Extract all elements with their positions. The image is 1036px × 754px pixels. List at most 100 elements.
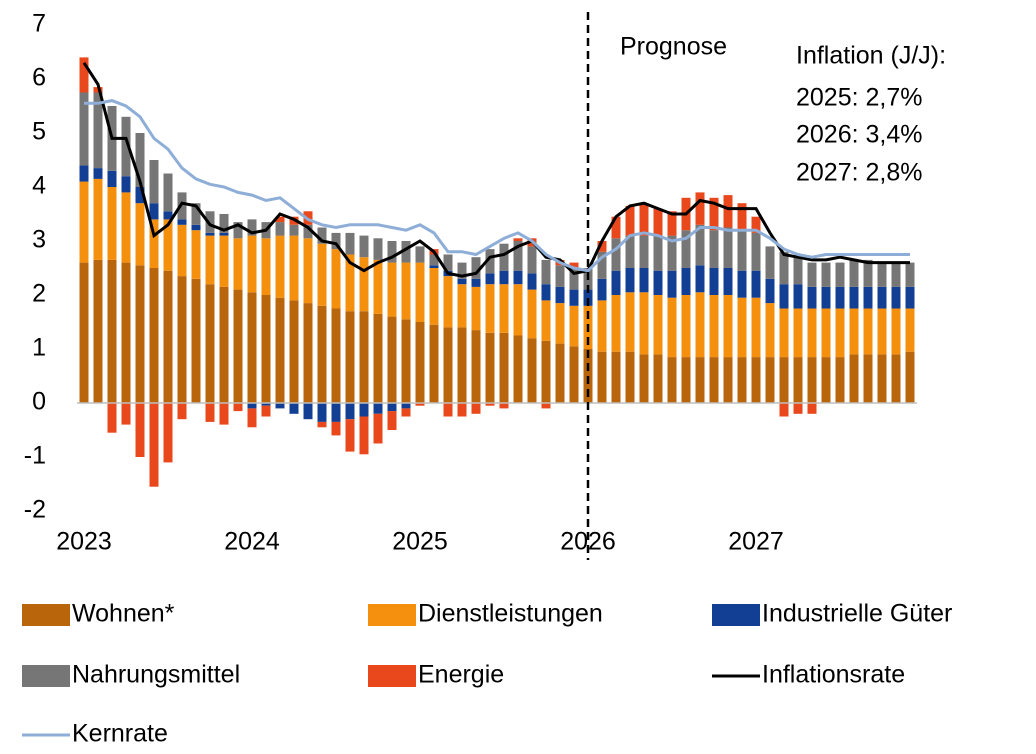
y-tick-label: -1 [24, 442, 46, 470]
x-tick-label: 2023 [56, 528, 112, 556]
bar-segment [443, 254, 453, 271]
bar-segment [625, 292, 635, 352]
bar-segment [555, 286, 565, 304]
bar-segment [793, 308, 803, 358]
bar-segment [303, 403, 313, 420]
bar-segment [821, 357, 831, 403]
bar-segment [877, 286, 887, 309]
y-tick-label: 3 [32, 226, 46, 254]
bar-segment [275, 222, 285, 236]
bar-segment [387, 241, 397, 263]
bar-segment [737, 203, 747, 231]
bar-segment [275, 235, 285, 298]
bar-segment [457, 284, 467, 328]
bar-segment [499, 332, 509, 403]
bar-segment [597, 278, 607, 301]
bar-segment [303, 224, 313, 239]
bar-segment [793, 403, 803, 414]
bar-segment [513, 335, 523, 403]
legend-swatch [712, 604, 760, 626]
bar-segment [387, 262, 397, 317]
annotation: 2025: 2,7% [796, 84, 923, 112]
bar-segment [471, 330, 481, 403]
bar-segment [793, 357, 803, 403]
bar-segment [653, 235, 663, 271]
bar-segment [569, 262, 579, 268]
bar-segment [457, 278, 467, 285]
bar-segment [905, 351, 915, 403]
bar-segment [737, 230, 747, 271]
y-tick-label: 5 [32, 118, 46, 146]
bar-segment [639, 292, 649, 355]
bar-segment [121, 262, 131, 403]
bar-segment [401, 403, 411, 409]
bar-segment [387, 403, 397, 412]
bar-segment [779, 284, 789, 309]
bar-segment [499, 403, 509, 409]
bar-segment [737, 357, 747, 403]
bar-segment [471, 278, 481, 287]
bar-segment [289, 403, 299, 414]
bar-segment [639, 235, 649, 268]
bar-segment [891, 262, 901, 287]
bar-segment [205, 403, 215, 422]
bar-segment [737, 297, 747, 358]
bar-segment [681, 230, 691, 268]
x-tick-label: 2025 [392, 528, 448, 556]
bar-segment [667, 270, 677, 298]
bar-segment [471, 257, 481, 279]
bar-segment [457, 403, 467, 417]
legend-label: Dienstleistungen [418, 600, 603, 628]
bar-segment [317, 403, 327, 422]
legend-swatch [22, 604, 70, 626]
bar-segment [429, 268, 439, 325]
bar-segment [163, 219, 173, 271]
bar-segment [107, 259, 117, 403]
bar-segment [163, 211, 173, 220]
bar-segment [737, 270, 747, 298]
bar-segment [667, 297, 677, 358]
bar-segment [177, 219, 187, 225]
bar-segment [541, 340, 551, 403]
bar-segment [443, 276, 453, 328]
bar-segment [429, 265, 439, 268]
bar-segment [541, 300, 551, 341]
y-tick-label: 1 [32, 334, 46, 362]
bar-segment [807, 308, 817, 358]
bar-segment [877, 354, 887, 403]
y-tick-label: 7 [32, 10, 46, 38]
bar-segment [555, 343, 565, 403]
bar-segment [695, 192, 705, 225]
bar-segment [681, 295, 691, 358]
bar-segment [779, 357, 789, 403]
bar-segment [793, 257, 803, 285]
bar-segment [219, 235, 229, 287]
bar-segment [121, 116, 131, 177]
bar-segment [261, 405, 271, 417]
bar-segment [93, 92, 103, 169]
bar-segment [639, 203, 649, 236]
bar-segment [191, 278, 201, 403]
bar-segment [359, 416, 369, 455]
legend-label: Energie [418, 661, 504, 689]
bar-segment [191, 230, 201, 279]
bar-segment [331, 308, 341, 403]
bar-segment [485, 273, 495, 285]
bar-segment [345, 232, 355, 255]
bar-segment [359, 257, 369, 312]
bar-segment [653, 208, 663, 236]
bar-segment [93, 168, 103, 179]
bar-segment [93, 259, 103, 403]
legend-label: Kernrate [72, 720, 168, 748]
bar-segment [345, 311, 355, 403]
bar-segment [569, 305, 579, 347]
bar-segment [891, 308, 901, 355]
bar-segment [905, 262, 915, 287]
bar-segment [835, 286, 845, 309]
bar-segment [695, 265, 705, 293]
bar-segment [177, 276, 187, 403]
bar-segment [849, 259, 859, 287]
bar-segment [205, 211, 215, 233]
y-tick-label: 0 [32, 388, 46, 416]
